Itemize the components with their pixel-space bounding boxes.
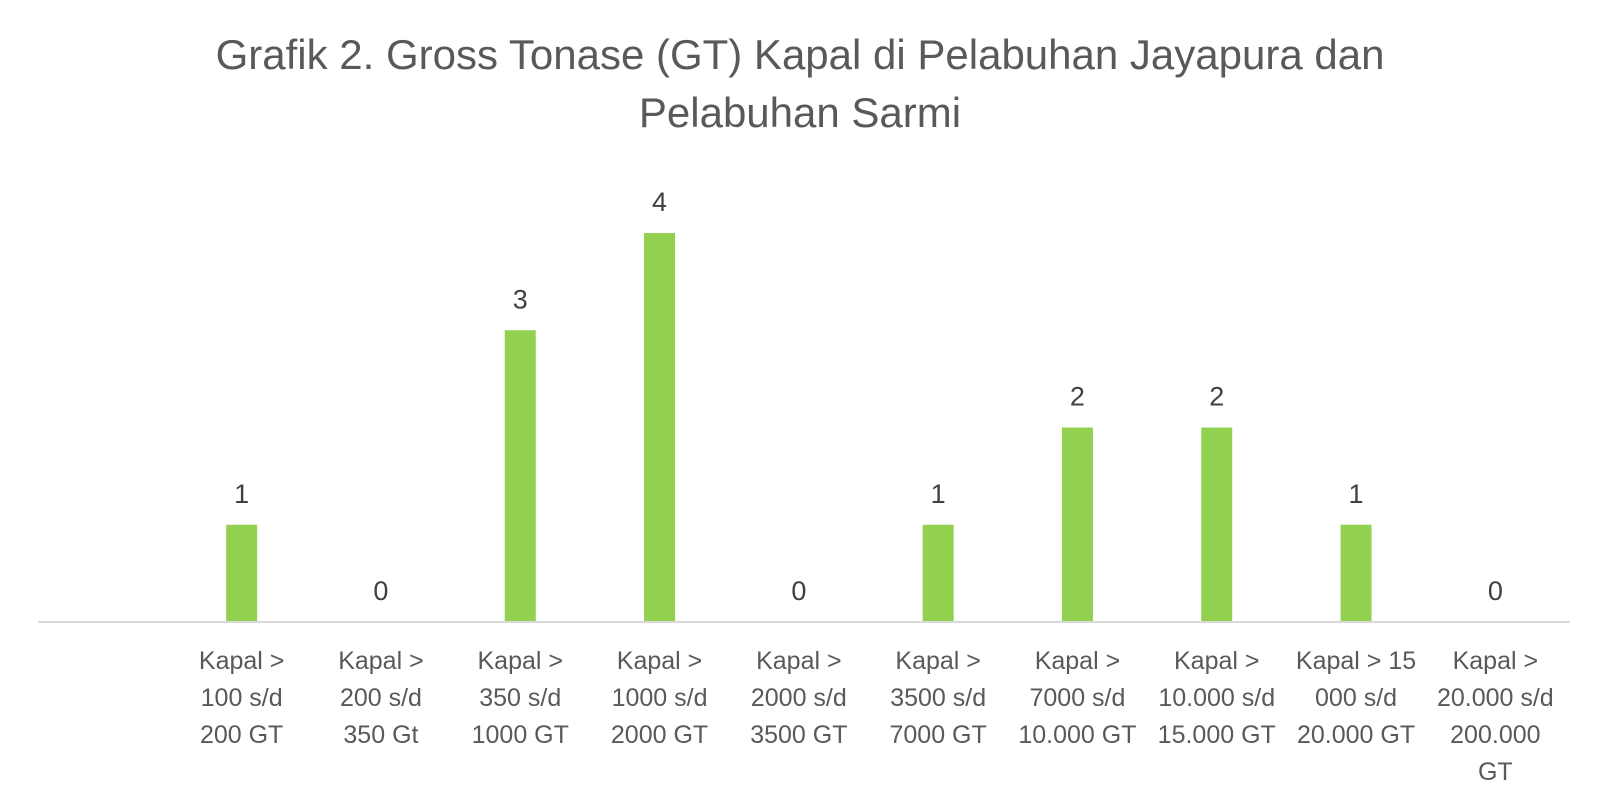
x-tick-label-line: Kapal > [617, 647, 703, 675]
x-tick-label-9: Kapal > 15 000 s/d 20.000 GT [1296, 647, 1416, 749]
bar-8 [1201, 427, 1233, 622]
tick-label-group: Kapal > 100 s/d 200 GT Kapal > 200 s/d 350 Gt… [199, 647, 1554, 786]
data-label-10: 0 [1488, 576, 1503, 606]
x-tick-label-line: 7000 GT [890, 721, 987, 749]
x-tick-label-line: 200 s/d [340, 684, 422, 712]
x-tick-label-line: 10.000 s/d [1158, 684, 1275, 712]
x-tick-label-line: 3500 s/d [890, 684, 986, 712]
bar-group [226, 233, 1372, 622]
x-tick-label-4: Kapal > 1000 s/d 2000 GT [611, 647, 708, 749]
x-tick-label-line: Kapal > [756, 647, 842, 675]
x-tick-label-line: 7000 s/d [1029, 684, 1125, 712]
x-tick-label-line: 000 s/d [1315, 684, 1397, 712]
data-label-7: 2 [1070, 382, 1085, 412]
x-tick-label-line: 10.000 GT [1018, 721, 1136, 749]
x-tick-label-line: Kapal > [895, 647, 981, 675]
x-tick-label-5: Kapal > 2000 s/d 3500 GT [750, 647, 847, 749]
data-label-2: 0 [373, 576, 388, 606]
x-tick-label-10: Kapal > 20.000 s/d 200.000 GT [1437, 647, 1554, 786]
x-tick-label-line: Kapal > [338, 647, 424, 675]
x-tick-label-line: Kapal > [478, 647, 564, 675]
chart-title-line-2: Pelabuhan Sarmi [638, 89, 962, 136]
data-label-8: 2 [1209, 382, 1224, 412]
x-tick-label-2: Kapal > 200 s/d 350 Gt [338, 647, 424, 749]
x-tick-label-line: Kapal > [199, 647, 285, 675]
x-tick-label-3: Kapal > 350 s/d 1000 GT [472, 647, 569, 749]
x-tick-label-line: 350 Gt [343, 721, 418, 749]
x-tick-label-line: 15.000 GT [1158, 721, 1276, 749]
x-tick-label-line: Kapal > [1174, 647, 1260, 675]
x-tick-label-line: 100 s/d [201, 684, 283, 712]
x-tick-label-line: 200 GT [200, 721, 283, 749]
x-tick-label-line: GT [1478, 758, 1513, 786]
bar-3 [504, 330, 536, 622]
data-label-group: 1 0 3 4 0 1 2 2 1 0 [234, 187, 1503, 606]
data-label-9: 1 [1349, 479, 1364, 509]
x-tick-label-1: Kapal > 100 s/d 200 GT [199, 647, 285, 749]
bar-7 [1061, 427, 1093, 622]
bar-1 [226, 524, 258, 622]
chart-title: Grafik 2. Gross Tonase (GT) Kapal di Pel… [0, 26, 1600, 142]
data-label-6: 1 [931, 479, 946, 509]
bar-9 [1340, 524, 1372, 622]
bar-6 [922, 524, 954, 622]
x-tick-label-line: 20.000 s/d [1437, 684, 1554, 712]
x-tick-label-line: 2000 GT [611, 721, 708, 749]
chart-title-line-1: Grafik 2. Gross Tonase (GT) Kapal di Pel… [215, 31, 1385, 78]
data-label-4: 4 [652, 187, 667, 217]
x-tick-label-line: Kapal > [1453, 647, 1539, 675]
x-tick-label-line: Kapal > [1035, 647, 1121, 675]
data-label-5: 0 [791, 576, 806, 606]
x-tick-label-line: 3500 GT [750, 721, 847, 749]
x-tick-label-7: Kapal > 7000 s/d 10.000 GT [1018, 647, 1136, 749]
x-tick-label-line: 20.000 GT [1297, 721, 1415, 749]
bar-4 [644, 233, 676, 622]
x-tick-label-line: 350 s/d [479, 684, 561, 712]
x-tick-label-line: 1000 GT [472, 721, 569, 749]
x-tick-label-8: Kapal > 10.000 s/d 15.000 GT [1158, 647, 1276, 749]
data-label-3: 3 [513, 284, 528, 314]
x-tick-label-line: 200.000 [1450, 721, 1540, 749]
x-tick-label-6: Kapal > 3500 s/d 7000 GT [890, 647, 987, 749]
data-label-1: 1 [234, 479, 249, 509]
x-tick-label-line: 2000 s/d [751, 684, 847, 712]
x-tick-label-line: 1000 s/d [612, 684, 708, 712]
x-tick-label-line: Kapal > 15 [1296, 647, 1416, 675]
